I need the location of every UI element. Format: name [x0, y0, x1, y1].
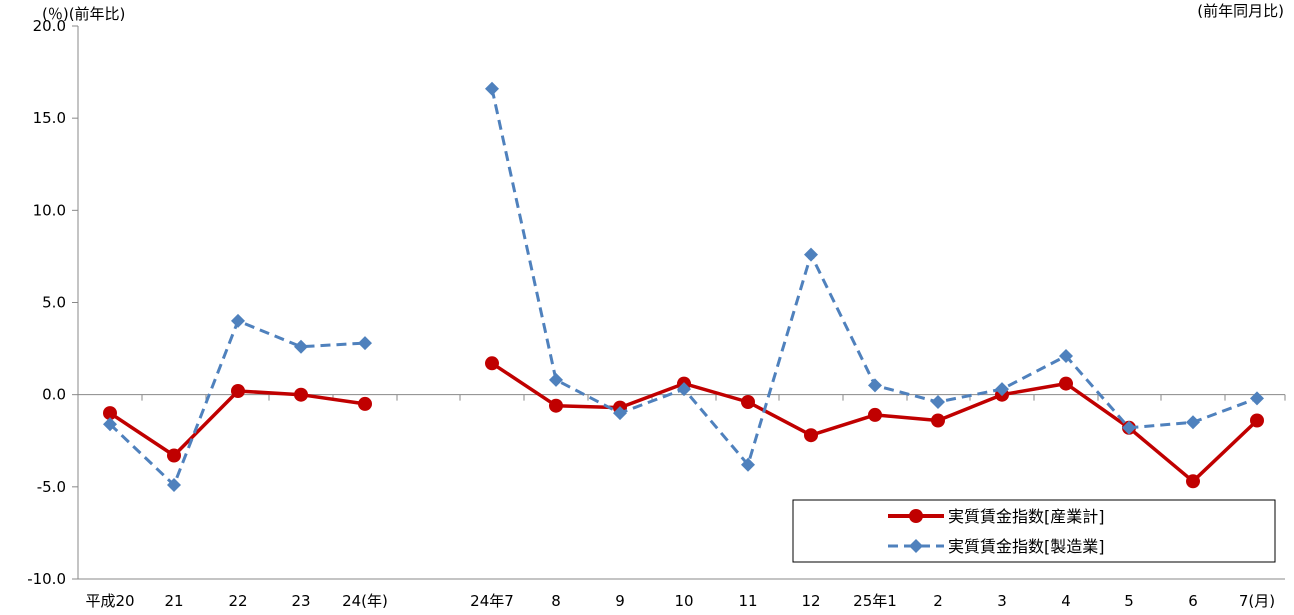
- series-industry-total: [103, 356, 1264, 489]
- y-tick-label: 10.0: [33, 201, 66, 219]
- data-point: [358, 336, 372, 351]
- x-tick-label: 10: [674, 592, 693, 610]
- right-unit-label: (前年同月比): [1197, 2, 1284, 20]
- data-point: [1250, 391, 1264, 406]
- x-tick-label: 11: [738, 592, 757, 610]
- y-unit-label: (％)(前年比): [42, 5, 125, 23]
- y-ticks: 20.0 15.0 10.0 5.0 0.0 -5.0 -10.0: [27, 17, 1286, 588]
- data-point: [868, 378, 882, 393]
- data-point: [1059, 349, 1073, 363]
- x-tick-label: 25年1: [853, 592, 897, 610]
- data-point: [677, 382, 691, 397]
- y-tick-label: 15.0: [33, 109, 66, 127]
- data-point: [167, 448, 181, 463]
- data-point: [549, 372, 563, 387]
- x-tick-label: 2: [933, 592, 943, 610]
- series-line: [108, 319, 366, 487]
- data-point: [1186, 474, 1200, 489]
- data-point: [741, 457, 755, 472]
- data-point: [1122, 420, 1136, 435]
- x-tick-label: 24(年): [342, 592, 388, 610]
- x-tick-label: 4: [1061, 592, 1071, 610]
- legend-box: [792, 499, 1276, 563]
- data-point: [231, 384, 245, 398]
- data-point: [294, 387, 308, 402]
- data-point: [804, 247, 818, 262]
- legend-marker-industry: [909, 509, 923, 523]
- y-tick-label: -5.0: [37, 478, 66, 496]
- data-point: [1059, 376, 1073, 391]
- data-point: [231, 313, 245, 328]
- data-point: [868, 407, 882, 422]
- y-tick-label: -10.0: [27, 570, 66, 588]
- legend: 実質賃金指数[産業計] 実質賃金指数[製造業]: [792, 499, 1276, 563]
- data-point: [549, 398, 563, 413]
- data-point: [103, 417, 117, 432]
- data-point: [931, 413, 945, 428]
- series-manufacturing: [103, 81, 1264, 492]
- data-point: [741, 395, 755, 409]
- series-layer: [103, 81, 1264, 492]
- y-tick-label: 5.0: [42, 294, 66, 312]
- y-tick-label: 20.0: [33, 17, 66, 35]
- y-tick-label: 0.0: [42, 386, 66, 404]
- x-tick-label: 24年7: [470, 592, 514, 610]
- series-line: [109, 389, 366, 458]
- data-point: [485, 356, 499, 371]
- data-point: [167, 478, 181, 492]
- x-tick-label: 12: [801, 592, 820, 610]
- legend-label-manufacturing: 実質賃金指数[製造業]: [948, 537, 1105, 556]
- x-tick-label: 7(月): [1239, 592, 1275, 610]
- x-tick-label: 5: [1124, 592, 1134, 610]
- data-point: [931, 395, 945, 409]
- x-tick-label: 8: [551, 592, 561, 610]
- data-point: [1186, 415, 1200, 430]
- data-point: [804, 428, 818, 443]
- x-tick-labels: 平成20 21 22 23 24(年) 24年7 8 9 10 11 12 25年1 2 3 4 5 6 7(月): [85, 592, 1275, 610]
- legend-marker-manufacturing: [909, 539, 923, 553]
- data-point: [613, 406, 627, 421]
- x-tick-label: 3: [997, 592, 1007, 610]
- data-point: [294, 339, 308, 354]
- data-point: [485, 81, 499, 96]
- data-point: [103, 406, 117, 421]
- x-tick-label: 9: [615, 592, 625, 610]
- x-tick-label: 平成20: [85, 592, 134, 610]
- data-point: [995, 382, 1009, 397]
- legend-label-industry: 実質賃金指数[産業計]: [948, 507, 1105, 526]
- x-tick-label: 23: [291, 592, 310, 610]
- x-tick-label: 22: [228, 592, 247, 610]
- data-point: [358, 396, 372, 411]
- x-tick-label: 21: [164, 592, 183, 610]
- data-point: [1250, 413, 1264, 428]
- x-tick-label: 6: [1188, 592, 1198, 610]
